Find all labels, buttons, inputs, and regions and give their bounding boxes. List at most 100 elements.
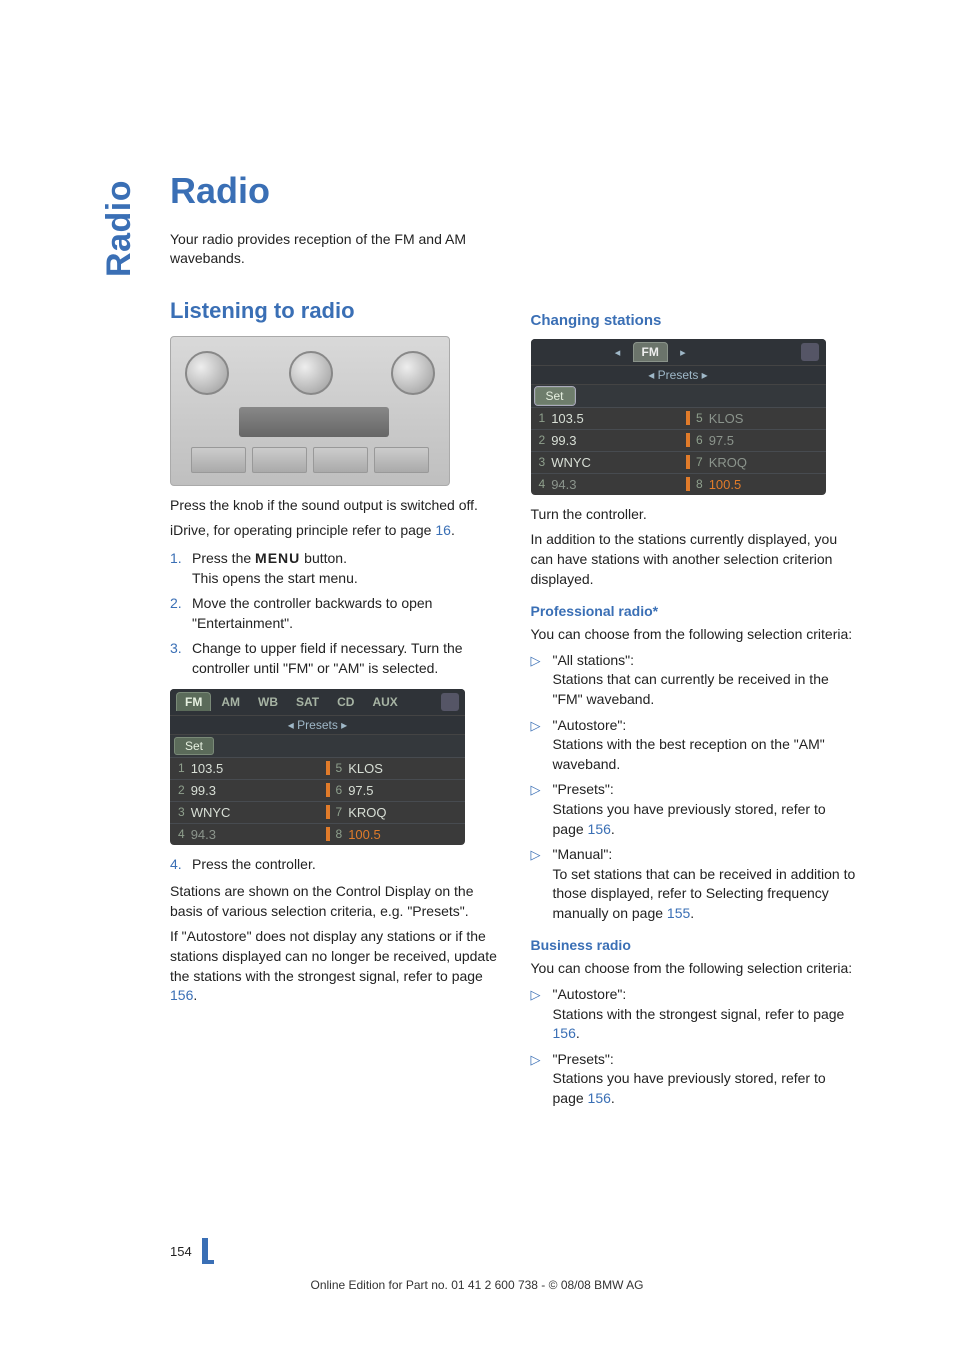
text: "Autostore": [553, 986, 627, 1002]
preset-index: 8 [696, 477, 703, 491]
subheading-business-radio: Business radio [531, 937, 860, 953]
step-1: Press the MENU button. This opens the st… [170, 549, 499, 588]
paragraph: You can choose from the following select… [531, 625, 860, 645]
illus-display [239, 407, 389, 437]
preset-value: 99.3 [551, 433, 576, 448]
preset-value: KLOS [709, 411, 744, 426]
text: Stations that can currently be received … [553, 671, 829, 707]
paragraph: If "Autostore" does not display any stat… [170, 927, 499, 1005]
preset-value: KLOS [348, 761, 383, 776]
menu-button-label: MENU [255, 550, 300, 566]
subheading-changing-stations: Changing stations [531, 312, 860, 329]
screen-corner-icon [441, 693, 459, 711]
page-link-156[interactable]: 156 [170, 987, 193, 1003]
preset-index: 4 [539, 477, 546, 491]
paragraph: Stations are shown on the Control Displa… [170, 882, 499, 921]
illus-knob [185, 351, 229, 395]
page-number: 154 [170, 1244, 192, 1259]
list-item: "Autostore": Stations with the strongest… [531, 985, 860, 1044]
preset-value: 103.5 [191, 761, 224, 776]
preset-index: 2 [178, 783, 185, 797]
text: Stations with the best reception on the … [553, 736, 825, 772]
subheading-professional-radio: Professional radio* [531, 603, 860, 619]
preset-value: 103.5 [551, 411, 584, 426]
paragraph: Turn the controller. [531, 505, 860, 525]
screen-tab-wb: WB [250, 693, 286, 711]
step-4: Press the controller. [170, 855, 499, 875]
preset-value: 99.3 [191, 783, 216, 798]
preset-value: KROQ [709, 455, 747, 470]
preset-index: 2 [539, 433, 546, 447]
step-3: Change to upper field if necessary. Turn… [170, 639, 499, 678]
list-item: "Presets": Stations you have previously … [531, 780, 860, 839]
list-item: "Presets": Stations you have previously … [531, 1050, 860, 1109]
paragraph: Press the knob if the sound output is sw… [170, 496, 499, 516]
list-item: "All stations": Stations that can curren… [531, 651, 860, 710]
preset-index: 7 [696, 455, 703, 469]
preset-index: 3 [539, 455, 546, 469]
intro-paragraph: Your radio provides reception of the FM … [170, 230, 470, 268]
screen-tab-aux: AUX [364, 693, 405, 711]
screen-tab-fm: FM [633, 342, 668, 362]
text: Press the [192, 550, 255, 566]
list-item: "Manual": To set stations that can be re… [531, 845, 860, 923]
text: If "Autostore" does not display any stat… [170, 928, 497, 983]
page-link-155[interactable]: 155 [667, 905, 690, 921]
illus-button-row [191, 447, 429, 473]
text: button. [300, 550, 347, 566]
preset-value: KROQ [348, 805, 386, 820]
text: "Autostore": [553, 717, 627, 733]
page-link-156[interactable]: 156 [553, 1025, 576, 1041]
page-link-156[interactable]: 156 [588, 821, 611, 837]
page-link-16[interactable]: 16 [435, 522, 451, 538]
preset-index: 5 [696, 411, 703, 425]
screen-set-button: Set [174, 737, 214, 755]
step-2: Move the controller backwards to open "E… [170, 594, 499, 633]
preset-value: WNYC [191, 805, 231, 820]
screen-tab-fm: FM [176, 692, 211, 711]
screen-tab-sat: SAT [288, 693, 327, 711]
text: "Presets": [553, 1051, 614, 1067]
radio-panel-illustration [170, 336, 450, 486]
preset-index: 6 [336, 783, 343, 797]
idrive-screen-fm-list: FM AM WB SAT CD AUX ◂ Presets ▸ Set 1 103… [170, 689, 465, 845]
preset-value: 100.5 [348, 827, 381, 842]
preset-index: 8 [336, 827, 343, 841]
preset-index: 5 [336, 761, 343, 775]
screen-tab-am: AM [213, 693, 248, 711]
preset-value: 94.3 [191, 827, 216, 842]
preset-index: 3 [178, 805, 185, 819]
preset-value: 100.5 [709, 477, 742, 492]
page-marker-icon [202, 1238, 214, 1264]
preset-index: 1 [178, 761, 185, 775]
paragraph: You can choose from the following select… [531, 959, 860, 979]
paragraph: In addition to the stations currently di… [531, 530, 860, 589]
screen-presets-label: ◂ Presets ▸ [170, 715, 465, 735]
text: . [611, 1090, 615, 1106]
illus-knob [391, 351, 435, 395]
text: . [611, 821, 615, 837]
text: . [451, 522, 455, 538]
list-item: "Autostore": Stations with the best rece… [531, 716, 860, 775]
screen-tab-cd: CD [329, 693, 362, 711]
section-listening-to-radio: Listening to radio [170, 298, 499, 324]
text: . [576, 1025, 580, 1041]
sidebar-section-label: Radio [100, 180, 139, 277]
preset-index: 7 [336, 805, 343, 819]
preset-value: 94.3 [551, 477, 576, 492]
preset-value: 97.5 [348, 783, 373, 798]
page-link-156[interactable]: 156 [588, 1090, 611, 1106]
screen-presets-label: ◂ Presets ▸ [531, 365, 826, 385]
screen-corner-icon [801, 343, 819, 361]
preset-index: 6 [696, 433, 703, 447]
paragraph: iDrive, for operating principle refer to… [170, 521, 499, 541]
text: Stations with the strongest signal, refe… [553, 1006, 845, 1022]
text: This opens the start menu. [192, 570, 358, 586]
preset-value: 97.5 [709, 433, 734, 448]
text: "All stations": [553, 652, 635, 668]
preset-value: WNYC [551, 455, 591, 470]
text: . [193, 987, 197, 1003]
text: To set stations that can be received in … [553, 866, 856, 921]
text: iDrive, for operating principle refer to… [170, 522, 435, 538]
text: "Presets": [553, 781, 614, 797]
